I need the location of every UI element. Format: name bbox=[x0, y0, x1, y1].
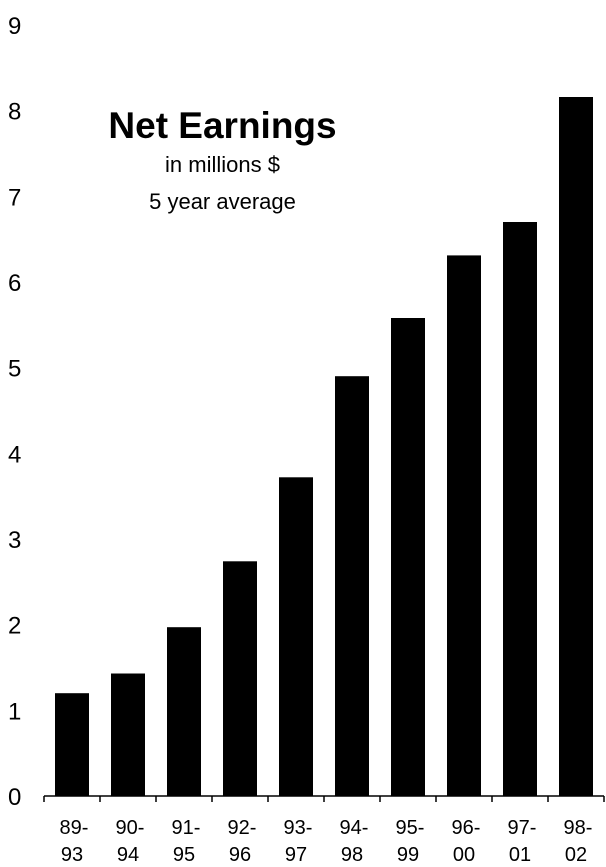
x-tick-label: 89- bbox=[60, 817, 89, 839]
chart-title: Net Earnings bbox=[108, 105, 337, 146]
x-tick-label: 00 bbox=[453, 844, 475, 866]
y-tick-label: 0 bbox=[8, 784, 21, 811]
bar-93-97 bbox=[279, 477, 313, 796]
y-tick-label: 8 bbox=[8, 99, 21, 126]
x-tick-label: 94- bbox=[340, 817, 369, 839]
x-tick-label: 99 bbox=[397, 844, 419, 866]
bar-94-98 bbox=[335, 376, 369, 796]
x-tick-label: 96 bbox=[229, 844, 251, 866]
bar-95-99 bbox=[391, 318, 425, 796]
y-tick-label: 6 bbox=[8, 270, 21, 297]
x-tick-label: 93 bbox=[61, 844, 83, 866]
y-tick-label: 5 bbox=[8, 356, 21, 383]
y-tick-label: 4 bbox=[8, 441, 21, 468]
x-tick-label: 95 bbox=[173, 844, 195, 866]
bars-group bbox=[55, 97, 593, 796]
x-tick-label: 01 bbox=[509, 844, 531, 866]
x-tick-label: 94 bbox=[117, 844, 139, 866]
y-tick-label: 7 bbox=[8, 184, 21, 211]
x-tick-label: 93- bbox=[284, 817, 313, 839]
y-tick-label: 3 bbox=[8, 527, 21, 554]
x-tick-label: 92- bbox=[228, 817, 257, 839]
bar-97-01 bbox=[503, 222, 537, 796]
axes-group bbox=[43, 795, 605, 802]
bar-90-94 bbox=[111, 673, 145, 796]
y-tick-label: 2 bbox=[8, 613, 21, 640]
bar-98-02 bbox=[559, 97, 593, 796]
chart-subtitle-average: 5 year average bbox=[149, 189, 296, 214]
x-tick-label: 97- bbox=[508, 817, 537, 839]
x-tick-label: 97 bbox=[285, 844, 307, 866]
chart-subtitle-units: in millions $ bbox=[165, 152, 280, 177]
x-tick-label: 90- bbox=[116, 817, 145, 839]
y-tick-labels: 0 1 2 3 4 5 6 7 8 9 bbox=[8, 13, 21, 811]
bar-96-00 bbox=[447, 255, 481, 796]
bar-91-95 bbox=[167, 627, 201, 796]
bar-92-96 bbox=[223, 561, 257, 796]
y-tick-label: 9 bbox=[8, 13, 21, 40]
x-tick-label: 95- bbox=[396, 817, 425, 839]
x-tick-labels: 89- 93 90- 94 91- 95 92- 96 93- 97 94- 98 95- 99 96- 00… bbox=[60, 817, 593, 866]
x-tick-label: 02 bbox=[565, 844, 587, 866]
x-tick-label: 91- bbox=[172, 817, 201, 839]
x-tick-label: 96- bbox=[452, 817, 481, 839]
y-tick-label: 1 bbox=[8, 698, 21, 725]
bar-89-93 bbox=[55, 693, 89, 796]
x-tick-label: 98- bbox=[564, 817, 593, 839]
x-tick-label: 98 bbox=[341, 844, 363, 866]
